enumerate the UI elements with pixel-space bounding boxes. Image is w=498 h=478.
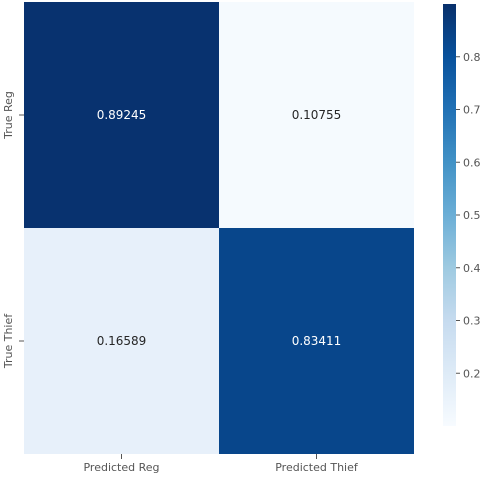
- x-tick-label: Predicted Thief: [275, 461, 359, 474]
- y-axis: True Reg True Thief: [2, 91, 24, 369]
- colorbar: [443, 4, 456, 426]
- x-tick-label: Predicted Reg: [83, 461, 159, 474]
- heatmap-cell: [24, 2, 219, 228]
- cell-value-label: 0.10755: [292, 108, 342, 122]
- y-tick-label: True Thief: [2, 313, 15, 369]
- colorbar-tick-label: 0.6: [463, 156, 481, 169]
- heatmap-cell: [219, 228, 414, 454]
- cell-value-label: 0.83411: [292, 334, 342, 348]
- x-axis: Predicted Reg Predicted Thief: [83, 454, 359, 474]
- heatmap-cell: [24, 228, 219, 454]
- heatmap-cell: [219, 2, 414, 228]
- colorbar-tick-label: 0.5: [463, 209, 481, 222]
- y-tick-label: True Reg: [2, 91, 15, 140]
- cell-value-label: 0.89245: [97, 108, 147, 122]
- colorbar-tick-label: 0.8: [463, 51, 481, 64]
- colorbar-ticks: 0.2 0.3 0.4 0.5 0.6 0.7 0.8: [456, 51, 481, 380]
- heatmap-cells: [24, 2, 414, 454]
- cell-value-label: 0.16589: [97, 334, 147, 348]
- heatmap-cell-labels: 0.89245 0.10755 0.16589 0.83411: [97, 108, 342, 348]
- colorbar-tick-label: 0.3: [463, 315, 481, 328]
- colorbar-tick-label: 0.2: [463, 367, 481, 380]
- colorbar-tick-label: 0.4: [463, 262, 481, 275]
- colorbar-tick-label: 0.7: [463, 104, 481, 117]
